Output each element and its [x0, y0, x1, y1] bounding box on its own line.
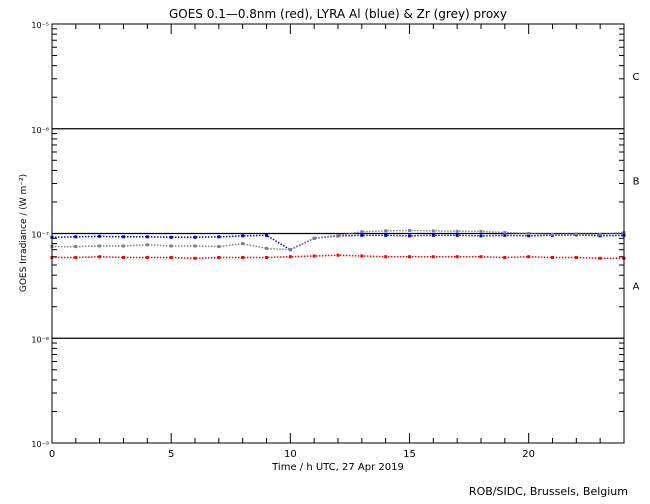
data-point: [360, 230, 364, 234]
data-point: [503, 231, 507, 235]
data-point: [455, 255, 459, 259]
data-point: [74, 235, 78, 239]
y-tick-label: 10⁻⁶: [31, 126, 49, 135]
data-point: [336, 233, 340, 237]
data-point: [527, 234, 531, 238]
series-goes-0-1-0-8nm: [50, 253, 626, 260]
data-point: [74, 245, 78, 249]
data-point: [360, 254, 364, 258]
data-point: [455, 233, 459, 237]
data-point: [479, 234, 483, 238]
data-point: [193, 256, 197, 260]
data-point: [551, 256, 554, 260]
x-tick-label: 15: [403, 449, 416, 460]
x-tick-label: 5: [168, 449, 174, 460]
data-point: [98, 255, 102, 259]
data-point: [503, 256, 507, 260]
flare-class-label: C: [633, 72, 640, 83]
flare-class-label: A: [633, 281, 640, 292]
y-axis-label: GOES Irradiance / (W m⁻²): [19, 174, 29, 292]
credit-text: ROB/SIDC, Brussels, Belgium: [469, 485, 628, 498]
data-point: [431, 255, 435, 259]
data-point: [527, 232, 531, 235]
data-point: [384, 229, 388, 233]
data-point: [408, 255, 411, 259]
data-point: [169, 244, 173, 248]
flare-class-label: B: [633, 177, 640, 188]
data-point: [265, 246, 268, 250]
data-point: [312, 254, 316, 258]
data-point: [122, 256, 125, 260]
data-point: [408, 228, 411, 232]
data-point: [265, 256, 268, 260]
y-tick-label: 10⁻⁸: [31, 335, 49, 344]
data-point: [408, 234, 411, 238]
data-point: [241, 256, 245, 260]
data-point: [145, 243, 149, 247]
data-point: [503, 233, 507, 237]
data-point: [122, 244, 125, 248]
y-tick-label: 10⁻⁵: [31, 21, 49, 30]
data-point: [479, 255, 483, 259]
data-point: [98, 234, 102, 238]
data-point: [241, 234, 245, 238]
data-point: [431, 233, 435, 237]
data-point: [384, 233, 388, 237]
data-point: [574, 256, 578, 260]
data-point: [98, 244, 102, 248]
data-point: [479, 229, 483, 233]
data-point: [527, 255, 531, 259]
data-point: [598, 256, 602, 260]
data-point: [336, 253, 340, 257]
x-axis-label: Time / h UTC, 27 Apr 2019: [271, 462, 404, 473]
data-point: [193, 235, 197, 239]
data-point: [217, 256, 221, 260]
data-point: [74, 256, 78, 260]
data-point: [169, 235, 173, 239]
data-point: [122, 235, 125, 239]
y-tick-label: 10⁻⁷: [31, 231, 49, 240]
x-tick-label: 20: [522, 449, 535, 460]
data-point: [598, 232, 602, 236]
data-point: [431, 229, 435, 233]
data-point: [455, 229, 459, 233]
plot-frame: [51, 23, 625, 444]
x-tick-label: 0: [49, 449, 55, 460]
data-point: [265, 233, 268, 237]
data-point: [574, 232, 578, 236]
series-lyra-zr-proxy: [50, 228, 626, 252]
data-point: [288, 255, 292, 259]
data-point: [193, 244, 197, 248]
x-tick-label: 10: [284, 449, 297, 460]
data-point: [288, 248, 292, 252]
data-point: [551, 232, 554, 236]
data-point: [145, 235, 149, 239]
data-point: [241, 242, 245, 246]
y-tick-label: 10⁻⁹: [31, 440, 49, 449]
data-point: [384, 255, 388, 259]
data-point: [145, 256, 149, 260]
chart-title: GOES 0.1—0.8nm (red), LYRA Al (blue) & Z…: [169, 7, 507, 21]
data-point: [217, 245, 221, 249]
data-point: [169, 256, 173, 260]
data-point: [217, 235, 221, 239]
data-point: [312, 236, 316, 240]
data-point: [360, 233, 364, 237]
